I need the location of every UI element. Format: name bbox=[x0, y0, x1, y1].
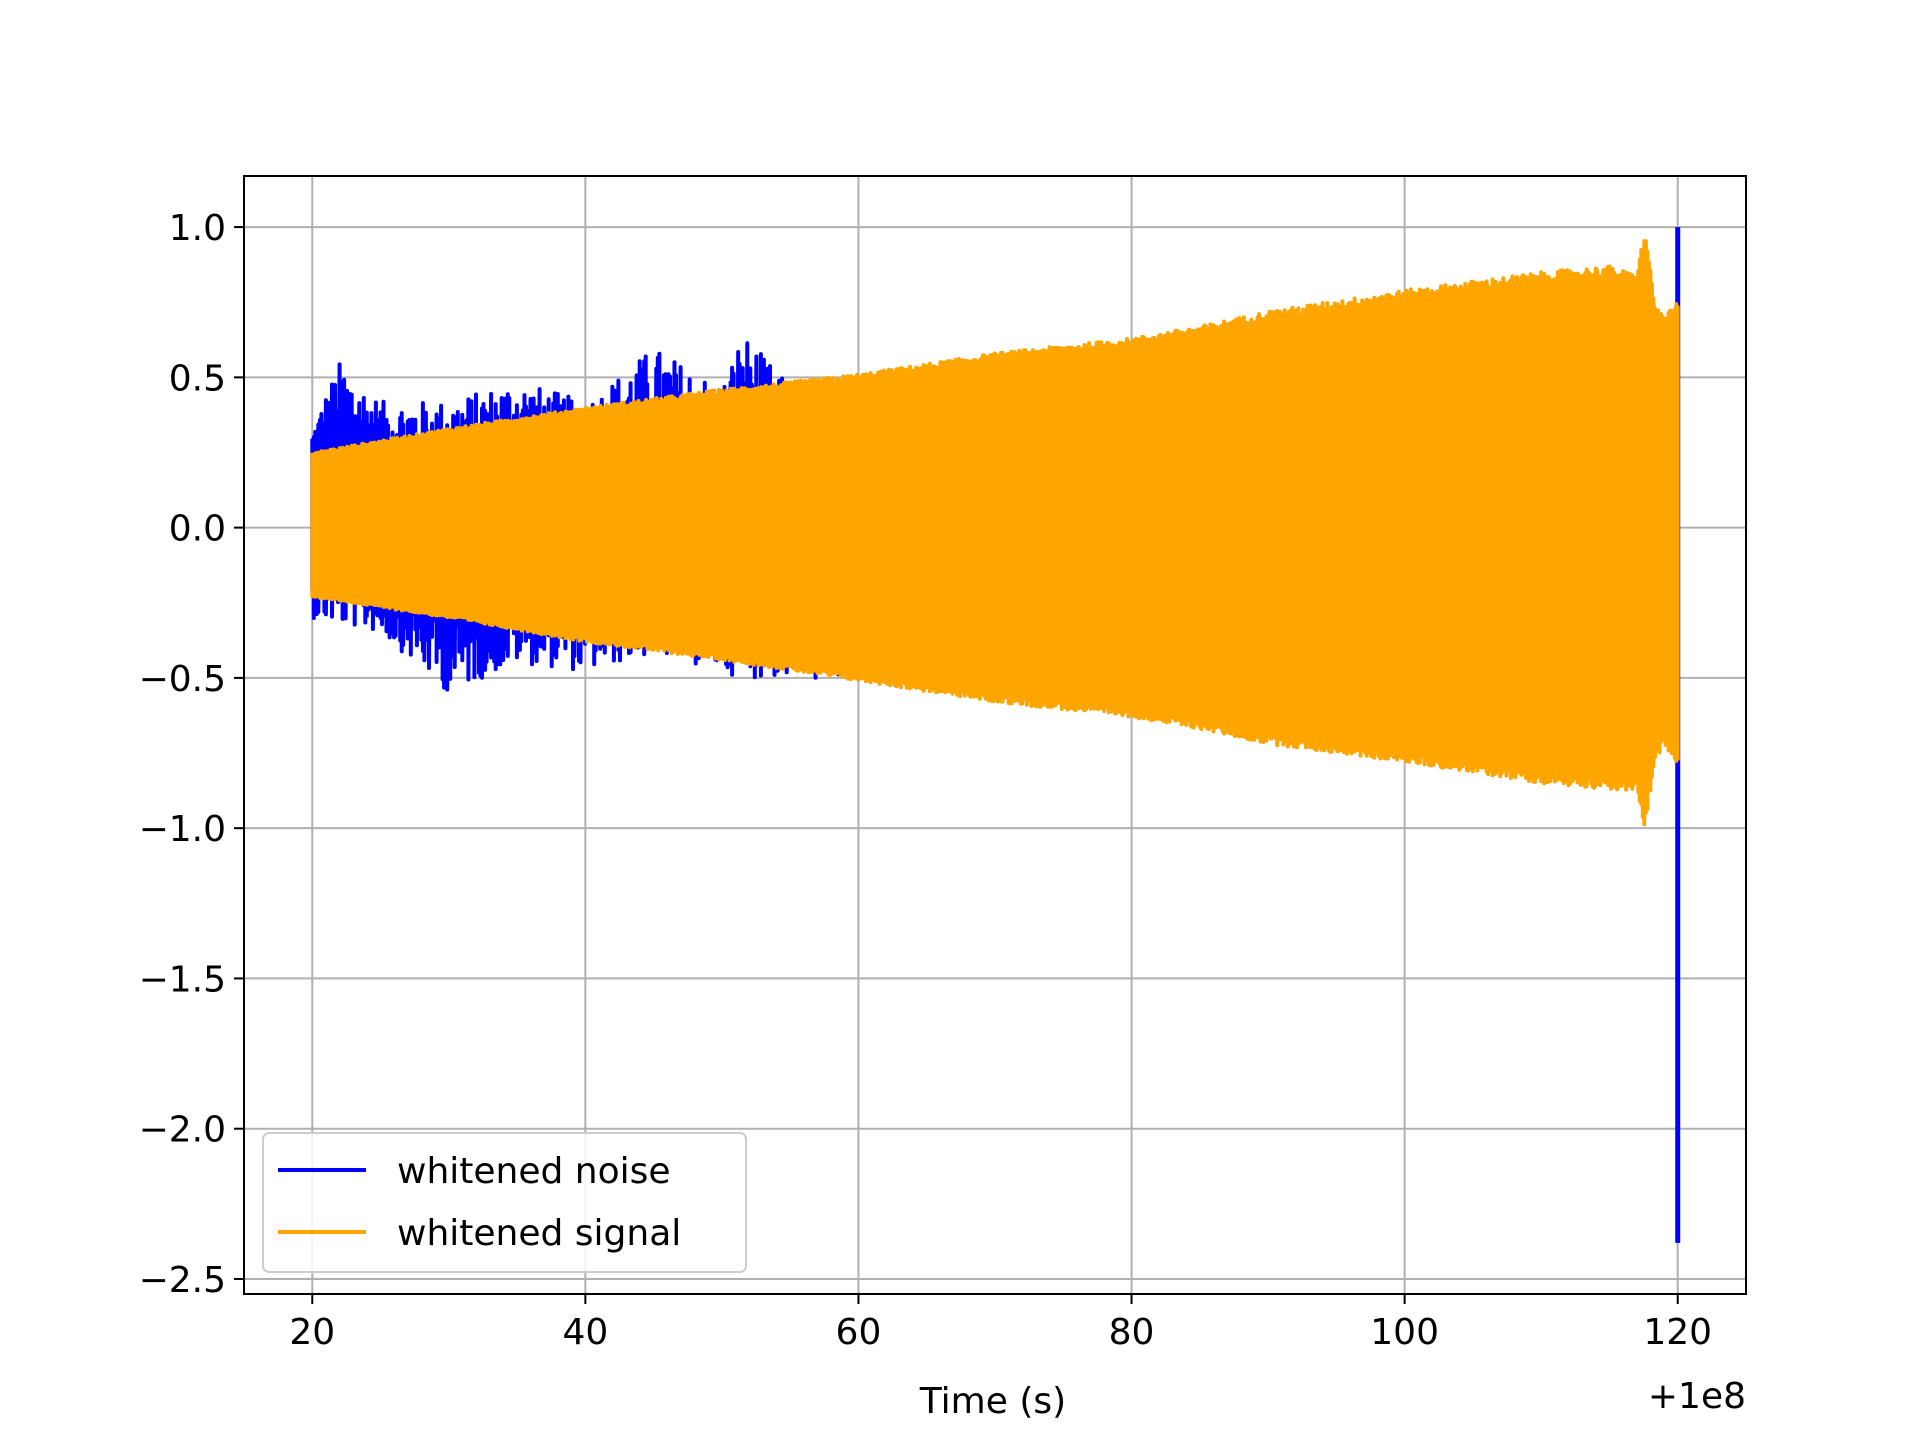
y-tick-label: −2.5 bbox=[139, 1260, 226, 1301]
y-tick-label: −2.0 bbox=[139, 1110, 226, 1151]
y-tick-label: −1.0 bbox=[139, 809, 226, 850]
axis-ticks: 20 40 60 80 100 120 1.0 0.5 0.0 −0.5 −1.0 −1.5 −2.0 −… bbox=[139, 208, 1713, 1353]
legend-box bbox=[262, 1132, 747, 1273]
legend-label-whitened-signal: whitened signal bbox=[397, 1213, 681, 1254]
x-tick-label: 20 bbox=[289, 1312, 335, 1353]
legend-label-whitened-noise: whitened noise bbox=[397, 1151, 671, 1192]
x-axis-offset-label: +1e8 bbox=[1648, 1376, 1746, 1417]
x-axis-label: Time (s) bbox=[919, 1381, 1066, 1422]
x-tick-label: 40 bbox=[562, 1312, 608, 1353]
data-series bbox=[310, 227, 1681, 1243]
y-tick-label: −0.5 bbox=[139, 659, 226, 700]
y-tick-label: −1.5 bbox=[139, 959, 226, 1000]
plot-frame bbox=[243, 175, 1747, 1295]
legend: whitened noise whitened signal bbox=[262, 1132, 747, 1273]
y-tick-label: 1.0 bbox=[169, 208, 226, 249]
x-tick-label: 60 bbox=[836, 1312, 882, 1353]
x-tick-label: 100 bbox=[1370, 1312, 1439, 1353]
x-tick-label: 80 bbox=[1109, 1312, 1155, 1353]
y-tick-label: 0.0 bbox=[169, 509, 226, 550]
y-tick-label: 0.5 bbox=[169, 358, 226, 399]
x-tick-label: 120 bbox=[1643, 1312, 1712, 1353]
series-band-whitened-signal bbox=[312, 243, 1678, 814]
